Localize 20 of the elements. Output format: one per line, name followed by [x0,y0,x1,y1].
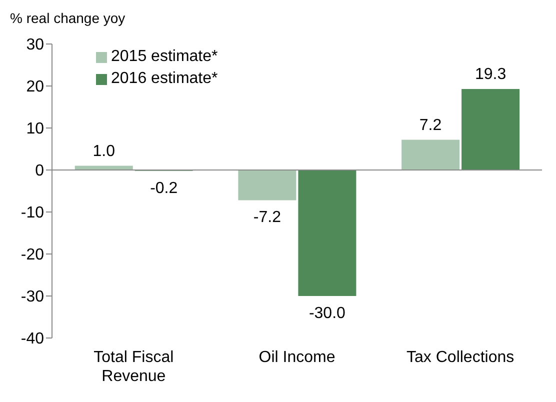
y-tick-label: -30 [20,288,44,306]
legend-label: 2016 estimate* [111,69,218,89]
data-label: -0.2 [150,180,178,197]
legend-label: 2015 estimate* [111,47,218,67]
y-tick-label: 0 [35,162,44,180]
data-label: 19.3 [474,66,506,83]
y-tick-label: -40 [20,330,44,348]
y-axis-title: % real change yoy [10,10,126,26]
data-label: 1.0 [92,142,116,160]
data-label: -7.2 [253,209,282,226]
x-tick-label: Total Fiscal Revenue [94,349,174,385]
y-tick-label: 30 [26,36,44,54]
y-tick-label: -20 [20,246,44,264]
y-tick-label: -10 [20,204,44,222]
y-tick-label: 10 [26,120,44,138]
y-tick-label: 20 [26,78,44,96]
data-label: 7.2 [419,116,442,134]
data-label: -30.0 [308,305,346,322]
x-tick-label: Tax Collections [406,349,514,366]
x-tick-label: Oil Income [258,349,336,366]
